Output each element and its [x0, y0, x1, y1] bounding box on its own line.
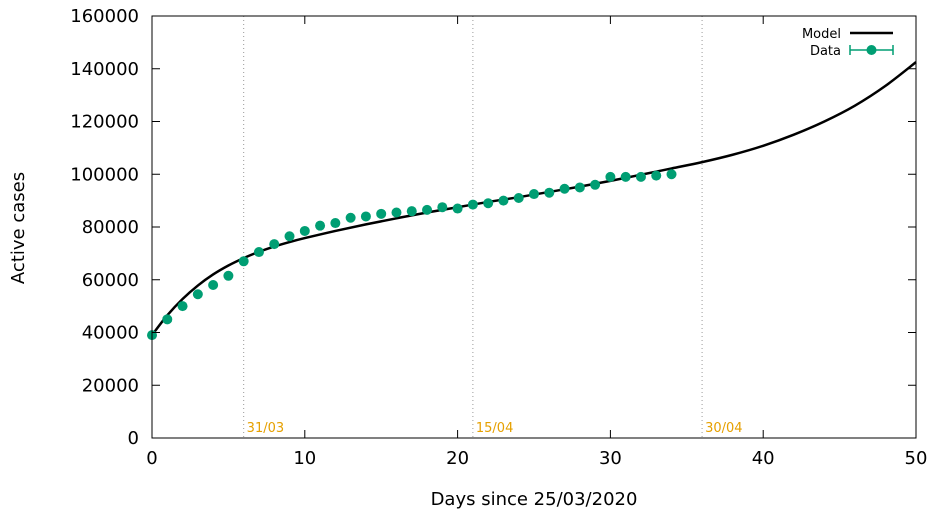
x-tick-label: 0 [146, 448, 157, 469]
x-tick-label: 20 [446, 448, 469, 469]
data-point [360, 211, 371, 222]
data-point [467, 199, 478, 210]
data-point [590, 179, 601, 190]
data-point [284, 231, 295, 242]
legend: Model Data [802, 27, 894, 59]
data-point [422, 204, 433, 215]
plot-frame [151, 15, 917, 439]
data-point [376, 208, 387, 219]
data-point [223, 270, 234, 281]
x-axis-label: Days since 25/03/2020 [431, 489, 638, 510]
y-tick-label: 100000 [70, 164, 139, 185]
data-point [666, 169, 677, 180]
data-point [437, 202, 448, 213]
y-tick-label: 20000 [82, 375, 139, 396]
data-point [651, 170, 662, 181]
data-point [529, 189, 539, 200]
data-point [483, 198, 494, 209]
data-point [452, 203, 463, 214]
vline-label: 15/04 [476, 421, 513, 436]
vline-label: 31/03 [247, 421, 284, 436]
data-point [345, 212, 356, 223]
data-point [635, 171, 646, 182]
y-tick-label: 160000 [70, 6, 139, 27]
y-axis-label: Active cases [8, 172, 29, 284]
data-point [620, 171, 631, 182]
data-point [559, 183, 570, 194]
y-tick-label: 80000 [82, 217, 139, 238]
y-tick-label: 140000 [70, 59, 139, 80]
data-point [498, 195, 509, 206]
data-point [315, 220, 326, 231]
data-point [177, 301, 188, 312]
x-tick-label: 30 [599, 448, 622, 469]
legend-swatch-data [866, 45, 877, 55]
vline-label: 30/04 [705, 421, 742, 436]
y-tick-label: 120000 [70, 112, 139, 133]
data-point [391, 207, 402, 218]
x-tick-label: 40 [752, 448, 775, 469]
data-point [574, 182, 585, 193]
data-point [406, 206, 417, 217]
y-tick-label: 0 [128, 428, 139, 449]
data-point [162, 314, 173, 325]
y-tick-label: 60000 [82, 270, 139, 291]
legend-label-model: Model [802, 27, 841, 42]
data-point [544, 187, 555, 198]
vertical-markers: 31/03 15/04 30/04 [243, 16, 743, 438]
data-point [192, 289, 203, 300]
data-point [208, 280, 219, 291]
data-points [147, 169, 677, 341]
data-point [299, 225, 310, 236]
data-point [513, 192, 524, 203]
y-tick-label: 40000 [82, 323, 139, 344]
x-tick-label: 10 [293, 448, 316, 469]
data-point [269, 239, 280, 250]
axes: 0 10 20 30 40 50 0 20000 40000 60000 80000 100000 12… [70, 6, 927, 469]
data-point [253, 247, 264, 258]
data-point [330, 218, 341, 229]
data-point [238, 256, 249, 267]
x-tick-label: 50 [905, 448, 928, 469]
legend-label-data: Data [810, 44, 841, 59]
data-point [605, 171, 616, 182]
